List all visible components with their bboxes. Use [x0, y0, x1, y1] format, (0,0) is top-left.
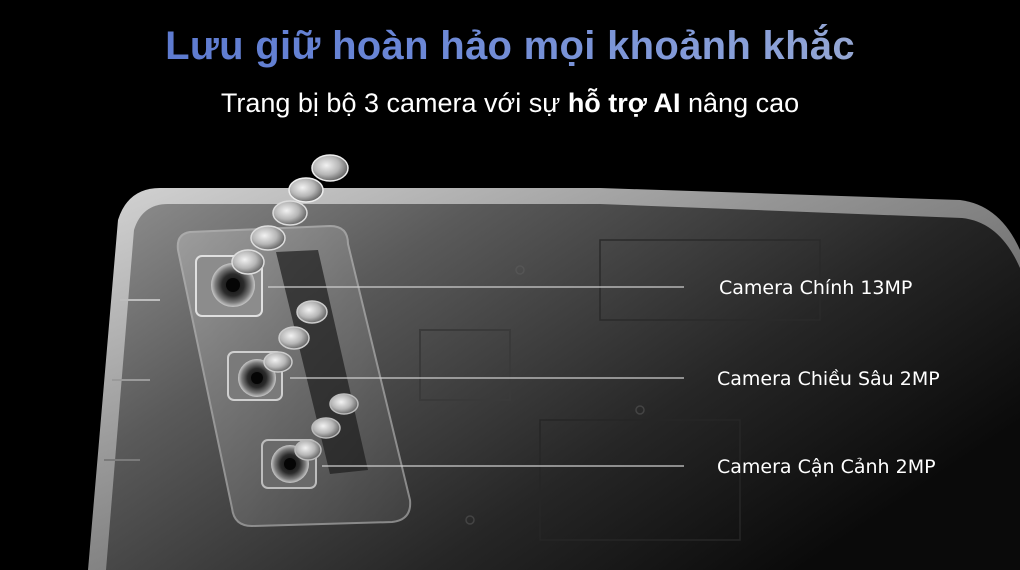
subheadline: Trang bị bộ 3 camera với sự hỗ trợ AI nâ…: [0, 88, 1020, 119]
subheadline-text-end: nâng cao: [688, 88, 800, 118]
lens-disc-icon: [272, 200, 308, 226]
camera-label-main: Camera Chính 13MP: [719, 277, 913, 299]
internal-chip: [419, 329, 511, 401]
lens-disc-icon: [311, 417, 341, 439]
lens-disc-icon: [294, 439, 322, 461]
internal-board: [599, 239, 821, 321]
lens-disc-icon: [250, 225, 286, 251]
screw: [515, 265, 525, 275]
internal-battery: [539, 419, 741, 541]
exploded-lens-elements: [231, 154, 359, 461]
screw: [465, 515, 475, 525]
lens-disc-icon: [278, 326, 310, 350]
lens-disc-icon: [263, 351, 293, 373]
lens-disc-icon: [296, 300, 328, 324]
headline: Lưu giữ hoàn hảo mọi khoảnh khắc: [0, 24, 1020, 69]
main-lens-aperture: [226, 278, 240, 292]
subheadline-text: Trang bị bộ 3 camera với sự: [220, 88, 561, 118]
camera-label-macro: Camera Cận Cảnh 2MP: [717, 456, 936, 478]
lens-disc-icon: [231, 249, 265, 275]
camera-module: [176, 154, 412, 528]
macro-lens-aperture: [284, 458, 296, 470]
camera-label-depth: Camera Chiều Sâu 2MP: [717, 368, 940, 390]
lens-disc-icon: [288, 177, 324, 203]
subheadline-highlight: hỗ trợ AI: [567, 88, 681, 118]
depth-lens-aperture: [251, 372, 263, 384]
screw: [635, 405, 645, 415]
lens-disc-icon: [311, 154, 349, 182]
lens-disc-icon: [329, 393, 359, 415]
